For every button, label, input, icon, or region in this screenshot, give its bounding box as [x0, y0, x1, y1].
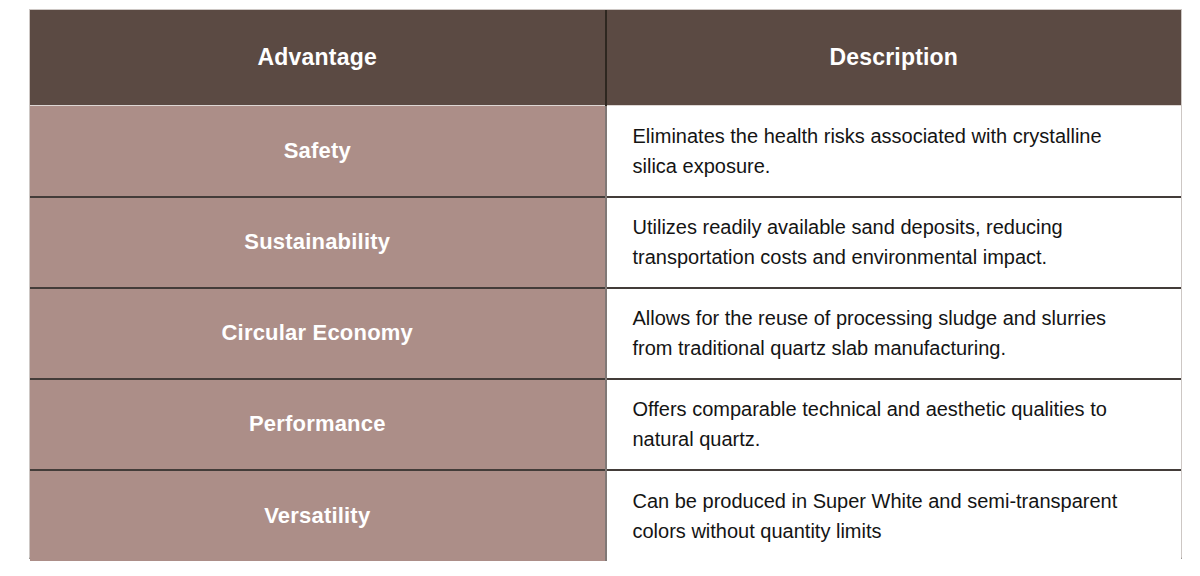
advantage-cell: Versatility	[30, 470, 606, 561]
advantages-table: Advantage Description Safety Eliminates …	[30, 10, 1181, 561]
description-cell: Utilizes readily available sand deposits…	[606, 197, 1182, 288]
advantages-table-container: Advantage Description Safety Eliminates …	[29, 9, 1182, 559]
description-cell: Offers comparable technical and aestheti…	[606, 379, 1182, 470]
column-header-advantage: Advantage	[30, 10, 606, 106]
table-row: Performance Offers comparable technical …	[30, 379, 1181, 470]
column-header-description: Description	[606, 10, 1182, 106]
advantage-cell: Sustainability	[30, 197, 606, 288]
description-text: Offers comparable technical and aestheti…	[633, 394, 1138, 454]
description-cell: Allows for the reuse of processing sludg…	[606, 288, 1182, 379]
slide-canvas: Advantage Description Safety Eliminates …	[0, 0, 1200, 576]
advantage-cell: Circular Economy	[30, 288, 606, 379]
table-row: Safety Eliminates the health risks assoc…	[30, 106, 1181, 197]
table-row: Versatility Can be produced in Super Whi…	[30, 470, 1181, 561]
description-text: Allows for the reuse of processing sludg…	[633, 303, 1138, 363]
table-row: Sustainability Utilizes readily availabl…	[30, 197, 1181, 288]
description-cell: Eliminates the health risks associated w…	[606, 106, 1182, 197]
table-row: Circular Economy Allows for the reuse of…	[30, 288, 1181, 379]
description-text: Utilizes readily available sand deposits…	[633, 212, 1138, 272]
description-text: Eliminates the health risks associated w…	[633, 121, 1138, 181]
advantage-cell: Safety	[30, 106, 606, 197]
description-cell: Can be produced in Super White and semi-…	[606, 470, 1182, 561]
table-header-row: Advantage Description	[30, 10, 1181, 106]
description-text: Can be produced in Super White and semi-…	[633, 486, 1138, 546]
advantage-cell: Performance	[30, 379, 606, 470]
